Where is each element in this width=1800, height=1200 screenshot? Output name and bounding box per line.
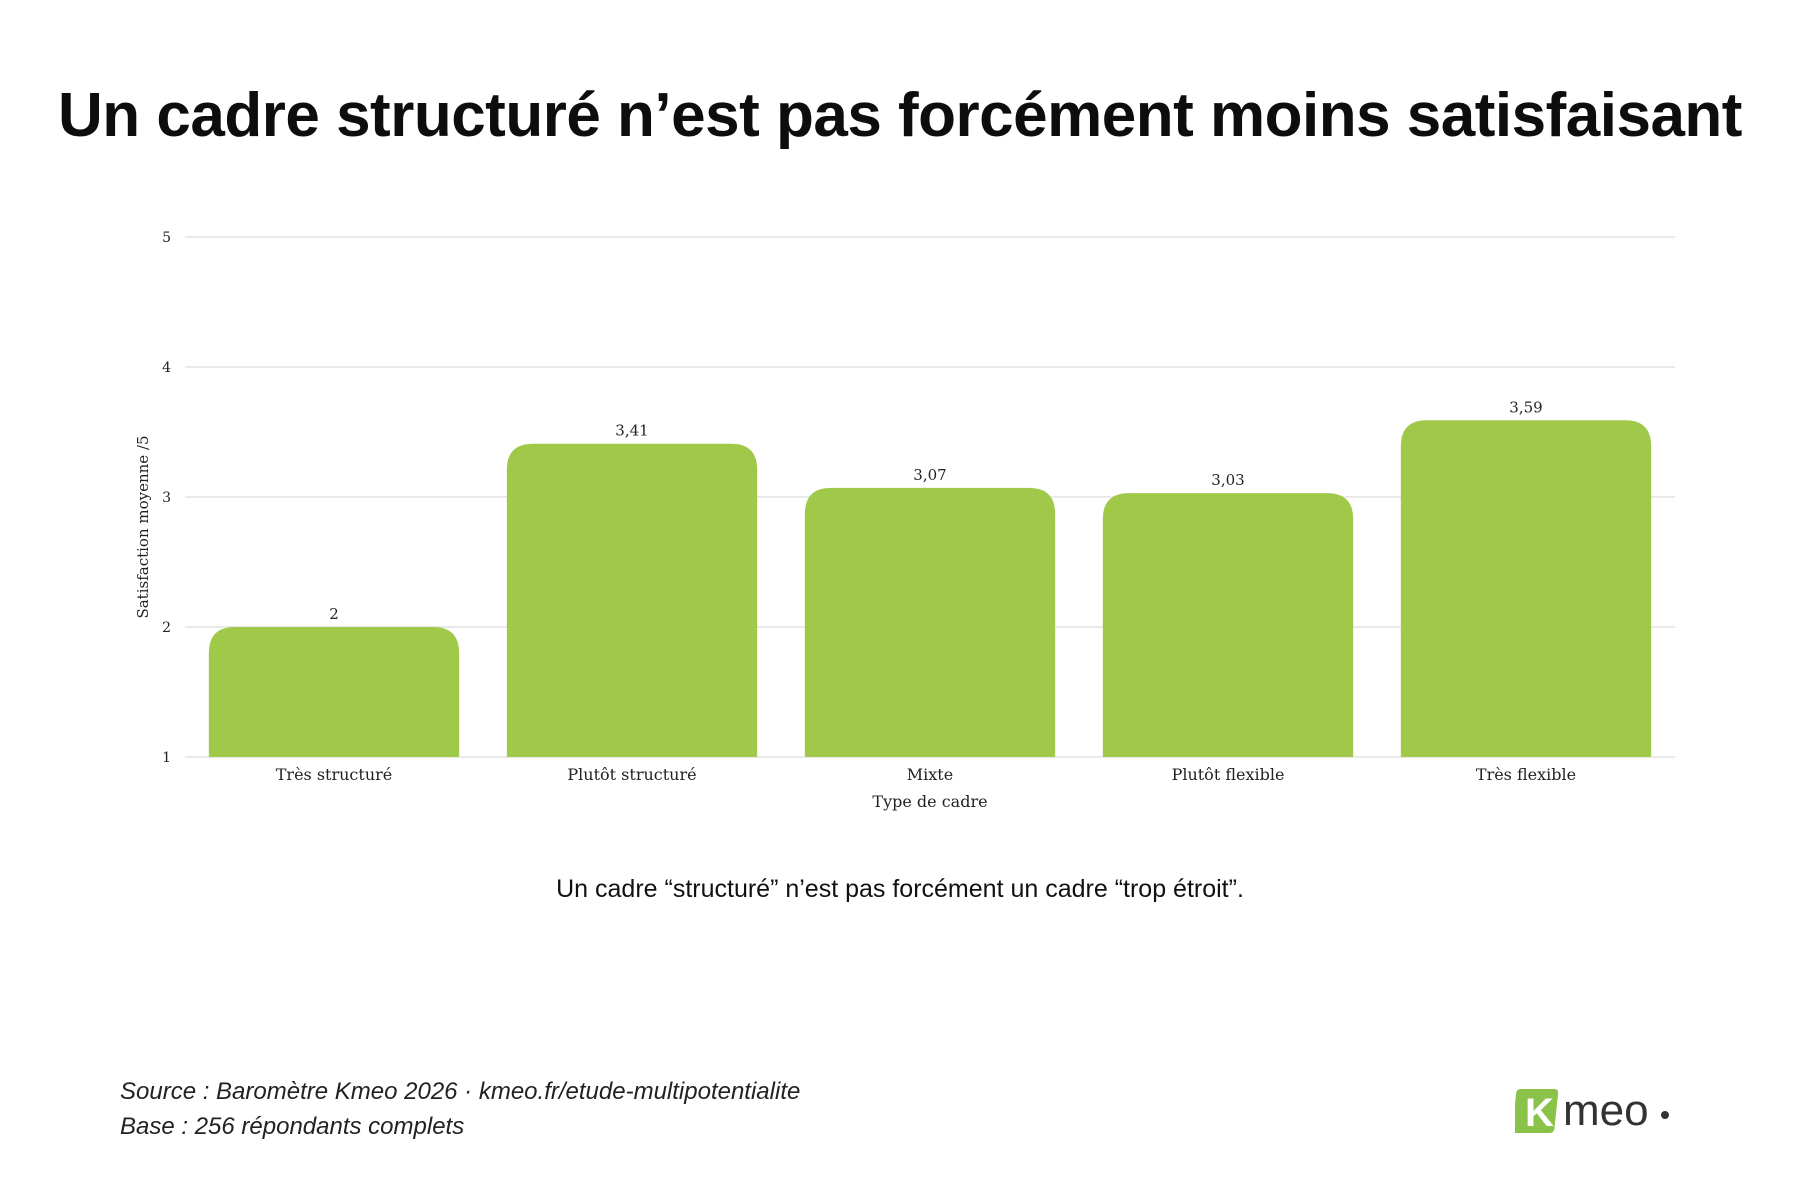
source-note: Source : Baromètre Kmeo 2026 · kmeo.fr/e… <box>120 1078 801 1105</box>
logo-o-dot <box>1661 1111 1669 1119</box>
y-axis-ticks: 1 2 3 4 5 <box>162 230 171 766</box>
bar-value-label: 3,07 <box>913 466 946 484</box>
x-tick-label: Très structuré <box>276 765 393 784</box>
bar <box>506 443 758 757</box>
x-axis-label: Type de cadre <box>872 792 987 811</box>
logo-k-letter: K <box>1525 1091 1554 1135</box>
kmeo-logo: K meo <box>1515 1086 1669 1135</box>
base-note: Base : 256 répondants complets <box>120 1113 465 1140</box>
chart-caption: Un cadre “structuré” n’est pas forcément… <box>556 875 1244 903</box>
logo-wordmark: meo <box>1563 1086 1649 1135</box>
x-tick-label: Plutôt flexible <box>1172 765 1285 784</box>
logo-k-box <box>1515 1089 1559 1133</box>
bar-value-label: 3,41 <box>615 422 648 440</box>
bar <box>208 627 460 757</box>
x-tick-label: Très flexible <box>1476 765 1576 784</box>
y-tick-label: 4 <box>162 360 171 376</box>
bar <box>1400 420 1652 757</box>
bar-chart: 1 2 3 4 5 2 3,41 3,07 3,03 3,59 Très structuré Pl… <box>134 230 1675 811</box>
bar-value-label: 3,59 <box>1509 398 1542 416</box>
x-axis-ticks: Très structuré Plutôt structuré Mixte Plutô… <box>276 765 1576 784</box>
value-labels: 2 3,41 3,07 3,03 3,59 <box>329 398 1542 623</box>
y-tick-label: 5 <box>162 230 171 246</box>
bar-value-label: 2 <box>329 605 339 623</box>
bar <box>804 487 1056 757</box>
bars <box>208 420 1652 757</box>
y-axis-label: Satisfaction moyenne /5 <box>134 435 152 618</box>
y-tick-label: 1 <box>162 750 171 766</box>
x-tick-label: Mixte <box>907 765 953 784</box>
y-tick-label: 3 <box>162 490 171 506</box>
y-tick-label: 2 <box>162 620 171 636</box>
chart-title: Un cadre structuré n’est pas forcément m… <box>58 81 1742 150</box>
bar-value-label: 3,03 <box>1211 471 1244 489</box>
x-tick-label: Plutôt structuré <box>567 765 696 784</box>
bar <box>1102 493 1354 757</box>
